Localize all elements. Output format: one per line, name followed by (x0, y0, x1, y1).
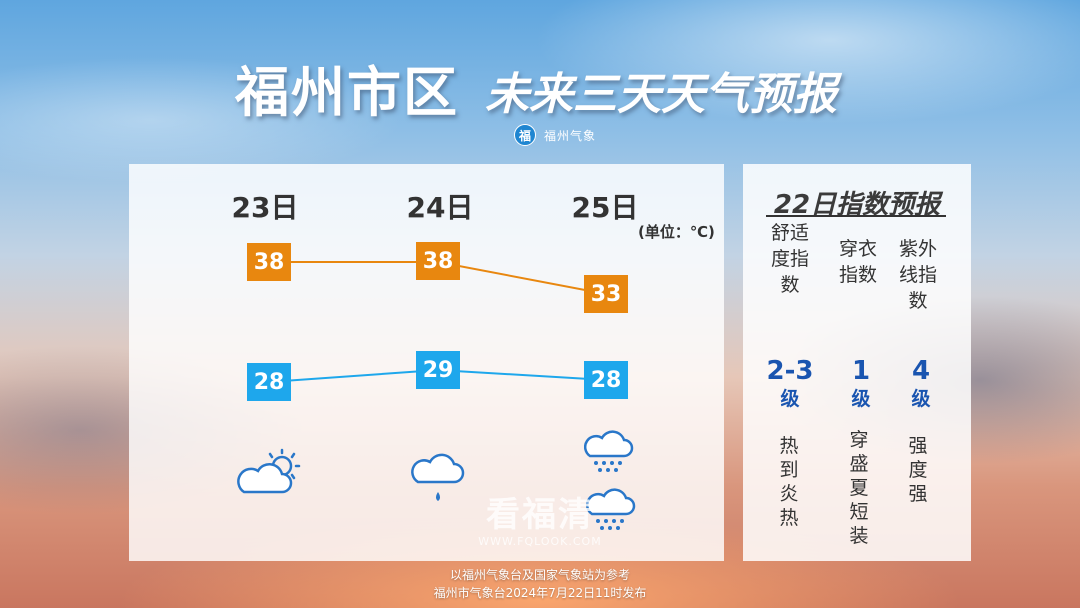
index-comfort-level: 级 (780, 388, 800, 410)
watermark-main: 看福清 (486, 495, 594, 535)
brand-name: 福州气象 (544, 128, 597, 143)
high-temp-1: 38 (247, 243, 291, 281)
low-temp-1: 28 (247, 363, 291, 401)
brand-logo-icon: 福 (514, 124, 536, 146)
high-temp-2: 38 (416, 242, 460, 280)
index-clothing-name: 穿衣指数 (838, 238, 877, 286)
index-uv-desc: 强度 强 (908, 435, 928, 505)
index-title-underline (766, 215, 946, 217)
index-comfort: 舒适度指数 (770, 220, 810, 350)
index-comfort-value-box: 2-3 级 (762, 356, 818, 412)
watermark-url: WWW.FQLOOK.COM (478, 535, 602, 548)
brand: 福 福州气象 (514, 124, 596, 146)
index-clothing-value: 1 (851, 356, 871, 386)
partly-cloudy-sunny-icon (237, 448, 301, 494)
low-temp-2: 29 (416, 351, 460, 389)
low-temp-3: 28 (584, 361, 628, 399)
index-uv-level: 级 (911, 388, 931, 410)
cloud-rain-icon-day3-b (586, 488, 636, 530)
index-uv-desc-box: 强度 强 (904, 434, 932, 506)
footer: 以福州气象台及国家气象站为参考 福州市气象台2024年7月22日11时发布 (330, 566, 750, 602)
title-sub: 未来三天天气预报 (485, 69, 837, 120)
index-clothing-desc: 穿盛夏短装 (849, 429, 869, 547)
index-clothing-desc-box: 穿盛夏短装 (846, 428, 872, 548)
cloud-rain-icon-day3-a (584, 430, 634, 472)
index-uv-value-box: 4 级 (901, 356, 941, 412)
footer-line1: 以福州气象台及国家气象站为参考 (449, 568, 630, 582)
index-comfort-value: 2-3 (766, 356, 814, 386)
title: 福州市区 未来三天天气预报 (235, 48, 935, 124)
cloud-rain-icon-day2 (411, 453, 465, 501)
index-comfort-desc: 热到炎热 (779, 435, 799, 529)
watermark: 看福清 WWW.FQLOOK.COM (470, 495, 610, 548)
index-uv-name: 紫外线指数 (898, 238, 937, 312)
day-label-1: 23日 (231, 191, 299, 224)
index-uv: 紫外线指数 (898, 236, 938, 314)
footer-line2: 福州市气象台2024年7月22日11时发布 (433, 586, 647, 600)
day-label-2: 24日 (406, 191, 474, 224)
high-temp-3: 33 (584, 275, 628, 313)
day-label-3: 25日 (571, 191, 639, 224)
index-comfort-desc-box: 热到炎热 (776, 434, 802, 530)
unit-label: (单位：℃) (638, 223, 715, 241)
index-clothing: 穿衣指数 (838, 236, 878, 288)
index-comfort-name: 舒适度指数 (770, 222, 809, 296)
index-panel (743, 164, 971, 561)
index-clothing-value-box: 1 级 (841, 356, 881, 412)
index-clothing-level: 级 (851, 388, 871, 410)
title-main: 福州市区 (235, 61, 459, 124)
index-uv-value: 4 (911, 356, 931, 386)
